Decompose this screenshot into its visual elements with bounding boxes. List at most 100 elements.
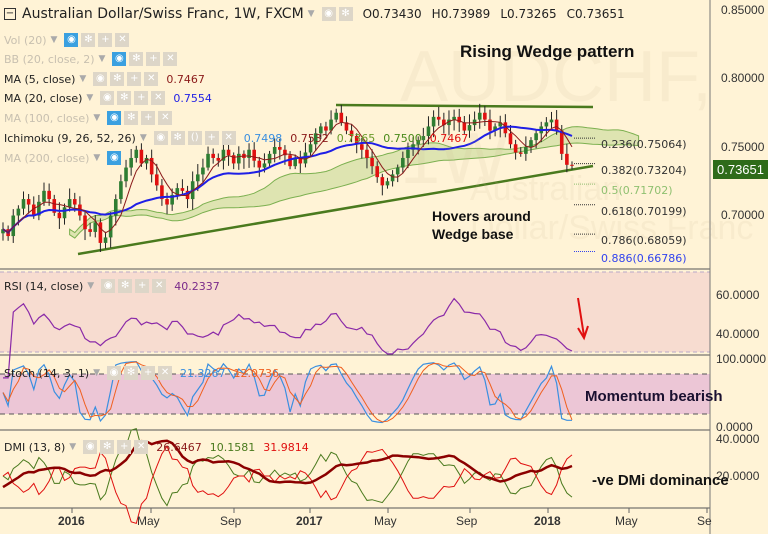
stoch-legend[interactable]: Stoch (14, 3, 1) ▼ ◉ ✻ + ✕ 21.3267 12.0736 [4, 366, 280, 380]
gear-icon[interactable]: ✻ [117, 91, 132, 105]
plus-icon[interactable]: + [135, 279, 150, 293]
candle-body [26, 199, 31, 205]
plus-icon[interactable]: + [117, 440, 132, 454]
chevron-down-icon[interactable]: ▼ [307, 9, 315, 19]
indicator-ma20[interactable]: MA (20, close) ▼ ◉ ✻ + ✕ 0.7554 [4, 91, 212, 105]
candle-body [134, 149, 139, 158]
close-icon[interactable]: ✕ [152, 279, 167, 293]
plus-icon[interactable]: + [204, 131, 219, 145]
candle-body [93, 222, 98, 232]
candle-body [221, 149, 226, 161]
candle-body [21, 199, 26, 209]
candle-body [257, 160, 262, 168]
candle-body [170, 194, 174, 205]
visibility-icon[interactable]: ◉ [101, 279, 116, 293]
visibility-icon[interactable]: ◉ [100, 91, 115, 105]
time-label: May [137, 514, 160, 528]
indicator-ma200[interactable]: MA (200, close) ▼ ◉ [4, 151, 122, 165]
candle-body [426, 126, 431, 137]
plus-icon[interactable]: + [134, 91, 149, 105]
visibility-icon[interactable]: ◉ [153, 131, 168, 145]
visibility-icon[interactable]: ◉ [107, 151, 122, 165]
close-icon[interactable]: ✕ [221, 131, 236, 145]
indicator-bb[interactable]: BB (20, close, 2) ▼ ◉ ✻ + ✕ [4, 52, 178, 66]
visibility-icon[interactable]: ◉ [112, 52, 127, 66]
gear-icon[interactable]: ✻ [124, 366, 139, 380]
plus-icon[interactable]: + [141, 366, 156, 380]
candle-body [72, 199, 77, 205]
close-icon[interactable]: ✕ [144, 72, 159, 86]
dmi-adx-line [2, 439, 573, 489]
fib-level-label: 0.786(0.68059) [601, 234, 687, 248]
rsi-legend[interactable]: RSI (14, close) ▼ ◉ ✻ + ✕ 40.2337 [4, 279, 220, 293]
candle-body [175, 188, 180, 195]
indicator-label: DMI (13, 8) [4, 440, 66, 454]
plus-icon[interactable]: + [146, 52, 161, 66]
candle-body [329, 119, 333, 131]
collapse-icon[interactable]: − [4, 8, 16, 20]
candle-body [83, 215, 87, 230]
ohlc-low: L0.73265 [500, 7, 557, 21]
close-icon[interactable]: ✕ [115, 33, 130, 47]
candle-body [201, 167, 205, 175]
candle-body [262, 163, 267, 168]
visibility-icon[interactable]: ◉ [64, 33, 79, 47]
visibility-icon[interactable]: ◉ [321, 7, 336, 21]
price-tick: 0.85000 [721, 3, 765, 17]
gear-icon[interactable]: ✻ [100, 440, 115, 454]
close-icon[interactable]: ✕ [158, 366, 173, 380]
close-icon[interactable]: ✕ [151, 91, 166, 105]
watermark-sub: Australian Dollar/Swiss Franc [470, 170, 754, 247]
plus-icon[interactable]: + [98, 33, 113, 47]
candle-body [554, 119, 559, 131]
candle-body [472, 119, 477, 126]
candle-body [108, 215, 113, 238]
dmi-minus-value: 31.9814 [263, 440, 309, 454]
visibility-icon[interactable]: ◉ [83, 440, 98, 454]
candle-body [160, 185, 164, 200]
gear-icon[interactable]: ✻ [118, 279, 133, 293]
gear-icon[interactable]: ✻ [110, 72, 125, 86]
plus-icon[interactable]: + [127, 72, 142, 86]
close-icon[interactable]: ✕ [134, 440, 149, 454]
rsi-line [3, 297, 573, 379]
gear-icon[interactable]: ✻ [129, 52, 144, 66]
candle-body [283, 149, 287, 156]
gear-icon[interactable]: ✻ [81, 33, 96, 47]
candle-body [380, 177, 385, 186]
ohlc-close: C0.73651 [566, 7, 625, 21]
price-tick: 0.70000 [721, 208, 765, 222]
visibility-icon[interactable]: ◉ [93, 72, 108, 86]
indicator-vol[interactable]: Vol (20) ▼ ◉ ✻ + ✕ [4, 33, 130, 47]
time-label: 2018 [534, 514, 561, 528]
symbol-title[interactable]: Australian Dollar/Swiss Franc, 1W, FXCM [22, 6, 304, 22]
ma5-value: 0.7467 [166, 72, 205, 86]
candle-body [534, 133, 538, 141]
indicator-ichimoku[interactable]: Ichimoku (9, 26, 52, 26) ▼ ◉ ✻() + ✕ 0.7498 0… [4, 131, 469, 145]
visibility-icon[interactable]: ◉ [107, 111, 122, 125]
dmi-tick: 40.0000 [716, 432, 760, 446]
brackets-icon[interactable]: () [187, 131, 202, 145]
candle-body [237, 153, 241, 164]
candle-body [442, 119, 446, 126]
candle-body [206, 153, 210, 168]
close-icon[interactable]: ✕ [163, 52, 178, 66]
plus-icon[interactable]: + [141, 111, 156, 125]
indicator-label: BB (20, close, 2) [4, 52, 95, 66]
candle-body [365, 149, 369, 158]
candle-body [42, 190, 46, 202]
close-icon[interactable]: ✕ [158, 111, 173, 125]
gear-icon[interactable]: ✻ [338, 7, 353, 21]
visibility-icon[interactable]: ◉ [107, 366, 122, 380]
indicator-ma5[interactable]: MA (5, close) ▼ ◉ ✻ + ✕ 0.7467 [4, 72, 205, 86]
dmi-legend[interactable]: DMI (13, 8) ▼ ◉ ✻ + ✕ 26.6467 10.1581 31.9814 [4, 440, 309, 454]
stoch-d-value: 12.0736 [233, 366, 280, 380]
indicator-ma100[interactable]: MA (100, close) ▼ ◉ ✻ + ✕ [4, 111, 173, 125]
indicator-label: Ichimoku (9, 26, 52, 26) [4, 131, 136, 145]
candle-body [508, 133, 513, 145]
gear-icon[interactable]: ✻ [170, 131, 185, 145]
gear-icon[interactable]: ✻ [124, 111, 139, 125]
candle-body [165, 199, 169, 205]
ichimoku-span-b: 0.7467 [429, 131, 469, 145]
